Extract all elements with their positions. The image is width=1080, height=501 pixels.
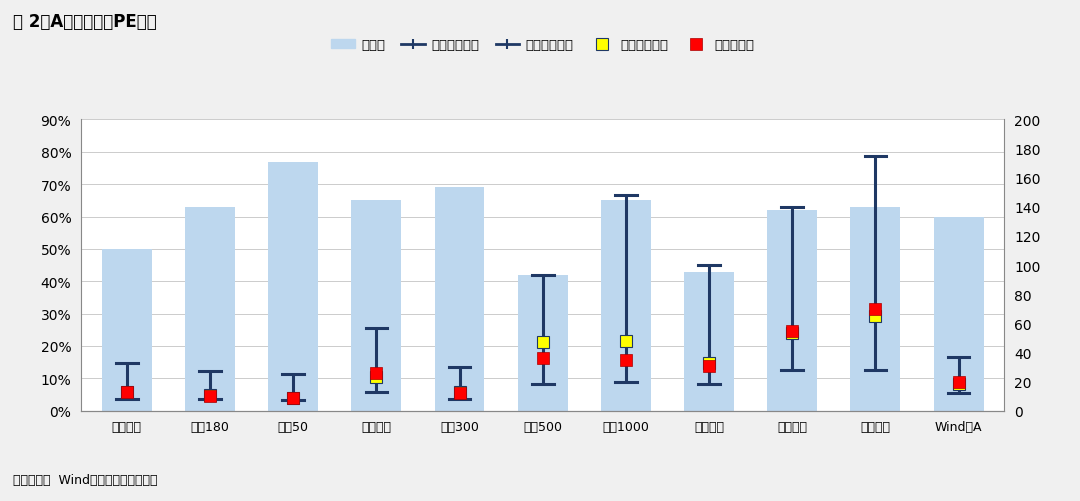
Bar: [767, 210, 818, 411]
Bar: [434, 188, 485, 411]
Bar: [268, 162, 319, 411]
Bar: [351, 201, 402, 411]
Bar: [934, 217, 984, 411]
Text: 数据来源：  Wind，国泰君安证券研究: 数据来源： Wind，国泰君安证券研究: [13, 473, 158, 486]
Legend: 分位数, 最大值（右）, 最小值（右）, 中位数（右）, 现值（右）: 分位数, 最大值（右）, 最小值（右）, 中位数（右）, 现值（右）: [326, 34, 759, 57]
Bar: [850, 207, 901, 411]
Bar: [684, 272, 734, 411]
Bar: [600, 201, 651, 411]
Text: 图 2：A股主要指数PE估值: 图 2：A股主要指数PE估值: [13, 13, 157, 31]
Bar: [517, 275, 568, 411]
Bar: [185, 207, 234, 411]
Bar: [102, 249, 151, 411]
